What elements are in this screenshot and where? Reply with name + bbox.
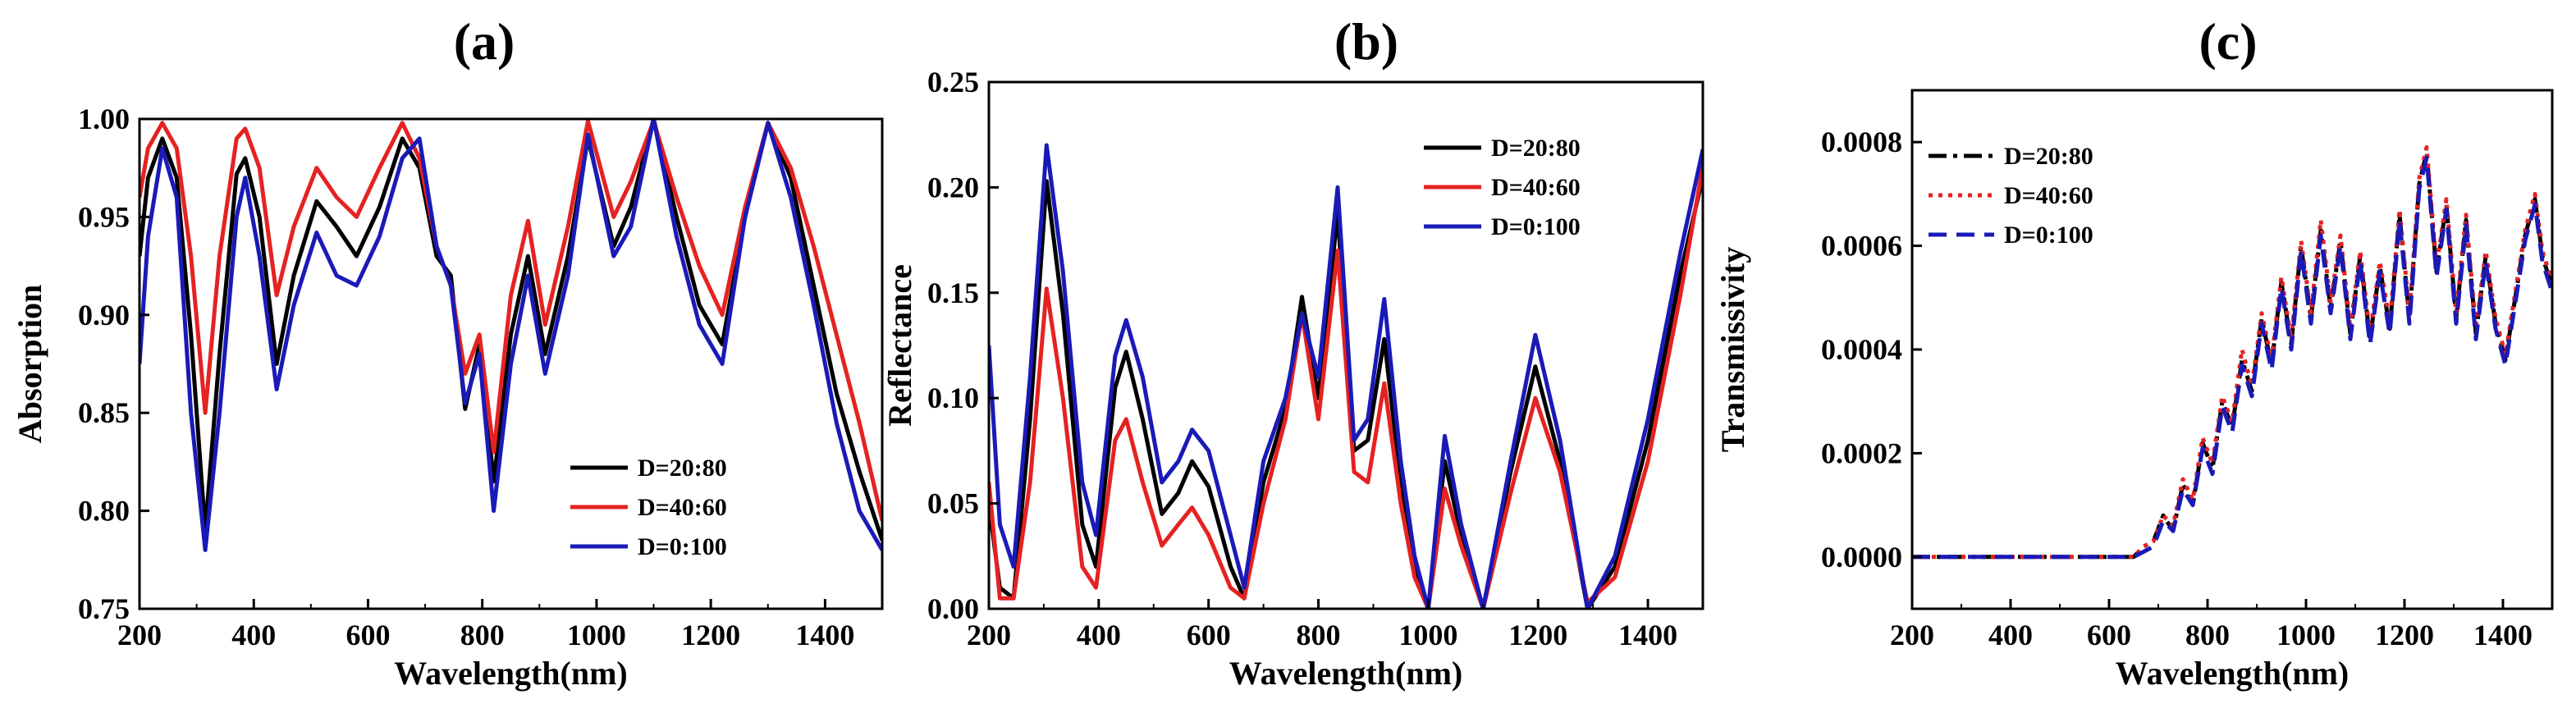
series-line-2 bbox=[140, 119, 882, 522]
y-tick-label: 1.00 bbox=[78, 103, 130, 135]
x-tick-label: 600 bbox=[345, 619, 390, 651]
chart-panel-2: (b) 200 400 600 800 1000 1200 1400 0.00 0.05 0.10 0… bbox=[881, 12, 1704, 692]
legend: D=20:80 D=40:60 D=0:100 bbox=[1424, 135, 1581, 240]
y-tick-label: 0.95 bbox=[78, 200, 130, 233]
y-tick-label: 0.15 bbox=[927, 276, 979, 309]
y-tick-label: 0.00 bbox=[927, 592, 979, 625]
x-tick-label: 400 bbox=[1077, 619, 1121, 651]
x-axis-title: Wavelength(nm) bbox=[1229, 655, 1462, 692]
x-tick-label: 400 bbox=[1988, 619, 2033, 651]
series-line-1 bbox=[989, 176, 1703, 609]
x-tick-label: 1200 bbox=[1508, 619, 1567, 651]
x-tick-label: 200 bbox=[117, 619, 162, 651]
legend-label-2: D=40:60 bbox=[1491, 174, 1581, 201]
x-tick-label: 600 bbox=[2087, 619, 2131, 651]
x-tick-label: 1400 bbox=[795, 619, 854, 651]
y-axis-title: Absorption bbox=[11, 285, 48, 443]
y-axis-title: Reflectance bbox=[881, 264, 918, 427]
series-line-3 bbox=[1912, 155, 2552, 560]
panel-label: (c) bbox=[2199, 12, 2257, 71]
y-tick-label: 0.0004 bbox=[1821, 333, 1902, 366]
x-tick-label: 1400 bbox=[2473, 619, 2533, 651]
x-tick-label: 800 bbox=[2185, 619, 2230, 651]
x-tick-label: 1200 bbox=[2375, 619, 2434, 651]
y-tick-label: 0.75 bbox=[78, 592, 130, 625]
y-tick-label: 0.05 bbox=[927, 487, 979, 520]
x-tick-label: 800 bbox=[1297, 619, 1341, 651]
y-tick-label: 0.90 bbox=[78, 299, 130, 331]
legend-label-3: D=0:100 bbox=[638, 533, 727, 560]
y-tick-label: 0.25 bbox=[927, 66, 979, 98]
x-tick-label: 600 bbox=[1187, 619, 1231, 651]
chart-panel-1: (a) 200 400 600 800 1000 1200 1400 0.75 0.80 0.85 0… bbox=[11, 12, 884, 692]
legend-label-3: D=0:100 bbox=[1491, 213, 1581, 240]
plot-frame bbox=[987, 80, 1704, 610]
legend-label-3: D=0:100 bbox=[2004, 222, 2093, 249]
series-line-1 bbox=[1912, 150, 2552, 560]
y-tick-label: 0.80 bbox=[78, 495, 130, 528]
y-tick-label: 0.85 bbox=[78, 396, 130, 429]
y-tick-label: 0.0008 bbox=[1821, 126, 1902, 158]
legend-label-1: D=20:80 bbox=[1491, 135, 1581, 162]
legend-label-2: D=40:60 bbox=[638, 494, 727, 521]
panel-label: (a) bbox=[454, 12, 515, 71]
series-line-1 bbox=[140, 119, 882, 542]
y-tick-label: 0.10 bbox=[927, 382, 979, 414]
legend-label-1: D=20:80 bbox=[2004, 143, 2093, 170]
x-tick-label: 1000 bbox=[2276, 619, 2336, 651]
plot-frame bbox=[138, 117, 884, 610]
series-line-2 bbox=[989, 166, 1703, 609]
x-tick-label: 1400 bbox=[1618, 619, 1677, 651]
legend: D=20:80 D=40:60 D=0:100 bbox=[570, 455, 727, 560]
chart-panel-3: (c) 200 400 600 800 1000 1200 1400 0.0000 0.0002 0… bbox=[1714, 12, 2554, 692]
x-axis-title: Wavelength(nm) bbox=[2116, 655, 2349, 692]
legend-label-2: D=40:60 bbox=[2004, 182, 2093, 209]
x-axis-title: Wavelength(nm) bbox=[394, 655, 627, 692]
x-tick-label: 1200 bbox=[681, 619, 740, 651]
legend: D=20:80 D=40:60 D=0:100 bbox=[1929, 143, 2093, 249]
panel-label: (b) bbox=[1334, 12, 1398, 71]
legend-label-1: D=20:80 bbox=[638, 455, 727, 482]
y-tick-label: 0.20 bbox=[927, 171, 979, 203]
series-line-3 bbox=[140, 119, 882, 552]
series-line-3 bbox=[989, 143, 1703, 609]
x-tick-label: 400 bbox=[231, 619, 276, 651]
x-tick-label: 1000 bbox=[567, 619, 626, 651]
y-tick-label: 0.0002 bbox=[1821, 436, 1902, 469]
y-axis-title: Transmissivity bbox=[1714, 247, 1751, 452]
x-tick-label: 800 bbox=[460, 619, 505, 651]
y-tick-label: 0.0006 bbox=[1821, 230, 1902, 263]
x-tick-label: 200 bbox=[967, 619, 1011, 651]
y-tick-label: 0.0000 bbox=[1821, 541, 1902, 573]
x-tick-label: 1000 bbox=[1398, 619, 1457, 651]
x-tick-label: 200 bbox=[1890, 619, 1934, 651]
